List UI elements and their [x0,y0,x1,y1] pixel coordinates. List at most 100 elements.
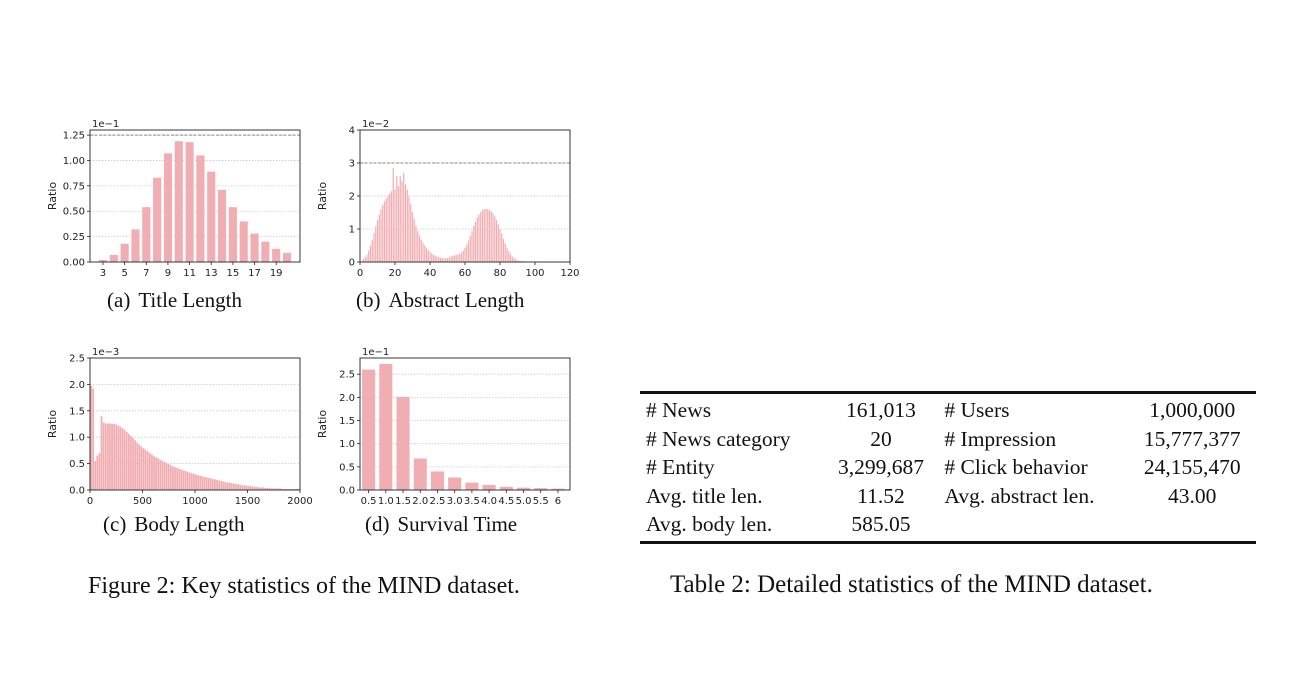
y-tick-label: 0 [349,258,355,269]
bar [362,369,376,490]
axes-frame [89,357,301,491]
table-value-cell: 11.52 [857,483,905,508]
bar [383,201,386,262]
bar [109,254,118,262]
bar [111,424,113,490]
bar [497,224,499,262]
table-caption: Table 2: Detailed statistics of the MIND… [670,571,1153,598]
bar [285,488,288,490]
bar [418,235,421,262]
bar [218,189,227,262]
bar [132,438,134,490]
table-value-cell: 43.00 [1168,483,1217,508]
y-tick-label: 0.5 [339,462,355,473]
bar [387,195,389,262]
bar [452,255,454,262]
subcaption-d-text: Survival Time [397,512,518,536]
bar [448,257,450,262]
bar [92,388,95,490]
bar [481,210,484,262]
bar [207,477,210,490]
bar [382,204,384,262]
table-label-cell: Avg. title len. [646,483,763,508]
x-tick-label: 4.0 [481,496,497,507]
y-tick-label: 1 [349,225,355,236]
table-label-cell: # Entity [646,455,715,480]
bar [256,486,258,490]
bar [197,475,200,490]
bar [499,229,501,262]
figure-caption: Figure 2: Key statistics of the MIND dat… [88,573,520,599]
bar [281,488,284,490]
subcaption-c-tag: (c) [103,512,127,536]
bar [551,488,565,490]
bar [239,221,248,262]
bar [511,256,513,262]
x-tick-label: 60 [459,268,472,279]
bar [453,255,456,262]
bar [159,459,162,490]
chart-title-length: 0.00 0.25 0.50 0.75 1.00 1.25 3 5 7 9 11 13 15 17 19 1e… [46,119,301,279]
table-label-cell: # Users [944,398,1010,422]
bar [169,465,172,490]
y-tick-label: 1.5 [69,406,85,417]
bar [153,177,162,262]
table-value-cell: 585.05 [851,512,911,537]
bar [174,467,176,490]
x-tick-label: 11 [183,268,196,279]
bar [109,423,111,490]
bar [462,250,464,262]
bar [176,467,179,490]
y-tick-label: 0.5 [69,459,85,470]
x-tick-label: 2000 [287,496,312,507]
bar [123,429,126,490]
table-row: # News 161,013 # Users 1,000,000 [640,393,1256,425]
y-tick-label: 0.0 [69,486,85,497]
bar [165,463,168,490]
bar [289,488,292,490]
bar [106,423,109,490]
bar [410,204,412,262]
x-tick-label: 500 [133,496,152,507]
y-tick-label: 2.5 [339,370,355,381]
bar [178,468,181,490]
bar [186,472,189,490]
y-tick-label: 0.00 [63,258,85,269]
x-tick-label: 1.0 [378,496,394,507]
bar [460,252,463,262]
x-tick-label: 2.0 [412,496,428,507]
bar [298,488,300,490]
y-tick-label: 2.0 [339,393,355,404]
bar [469,235,471,262]
bar [287,488,290,490]
bar [98,453,101,490]
bar [100,416,103,490]
x-tick-label: 9 [165,268,171,279]
bar [174,141,183,262]
bar [446,258,449,262]
bar [180,469,183,490]
bar [429,252,431,262]
bar [125,431,128,490]
bar [364,257,366,262]
table-label-cell: Avg. abstract len. [944,483,1095,508]
x-tick-label: 3 [100,268,106,279]
bar [392,167,394,262]
bar [262,487,265,490]
bar [480,211,482,262]
y-axis-label: Ratio [46,182,59,211]
x-tick-label: 3.0 [447,496,463,507]
bar [190,473,193,490]
bar [120,243,129,262]
bar [130,436,132,490]
bar [193,474,195,490]
bar [466,244,468,262]
bar [499,486,513,490]
x-tick-label: 20 [389,268,402,279]
bar [485,208,487,262]
bar [245,485,248,490]
bar [483,209,485,262]
y-scale-label: 1e−1 [362,347,389,358]
y-tick-label: 1.0 [69,433,85,444]
x-tick-label: 80 [494,268,507,279]
